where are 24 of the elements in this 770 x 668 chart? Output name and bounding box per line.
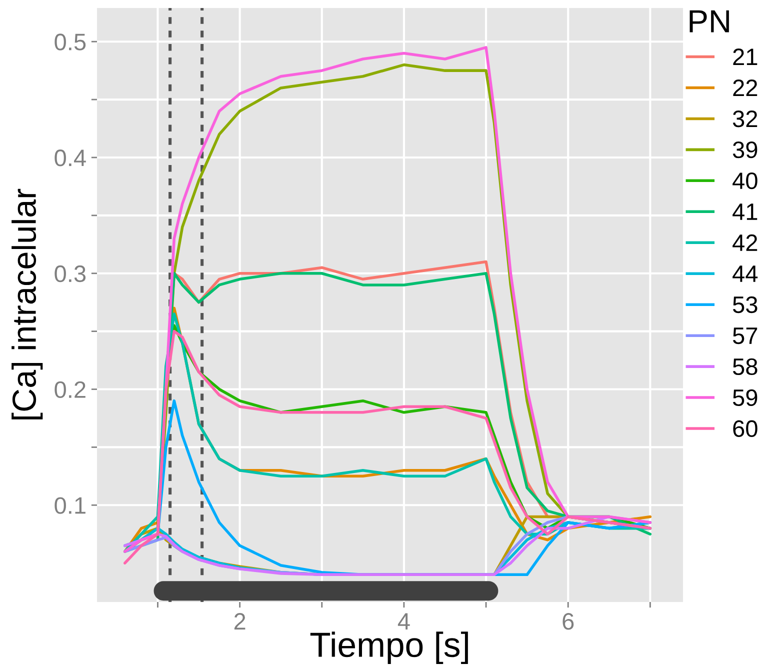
legend-label: 58 bbox=[732, 358, 758, 376]
y-tick-label: 0.1 bbox=[54, 497, 86, 514]
legend-label: 59 bbox=[732, 389, 758, 406]
legend-label: 22 bbox=[733, 80, 758, 96]
legend-title: PN bbox=[690, 10, 729, 32]
x-tick-label: 4 bbox=[398, 613, 410, 630]
legend-label: 41 bbox=[732, 204, 758, 220]
x-tick-label: 6 bbox=[562, 613, 574, 630]
legend-label: 53 bbox=[732, 296, 758, 314]
y-tick-label: 0.2 bbox=[54, 381, 86, 398]
legend-label: 44 bbox=[732, 266, 758, 282]
legend-label: 40 bbox=[732, 172, 758, 190]
legend-label: 57 bbox=[732, 328, 758, 344]
x-axis-title: Tiempo [s] bbox=[310, 632, 468, 664]
legend-label: 60 bbox=[733, 420, 758, 438]
legend-label: 21 bbox=[733, 48, 758, 66]
y-tick-label: 0.3 bbox=[54, 265, 86, 282]
y-axis-title: [Ca] intracelular bbox=[12, 188, 43, 420]
y-tick-label: 0.5 bbox=[54, 34, 86, 50]
legend-label: 42 bbox=[732, 234, 758, 251]
x-tick-label: 2 bbox=[234, 613, 246, 630]
y-tick-label: 0.4 bbox=[54, 150, 86, 166]
legend-label: 39 bbox=[732, 141, 758, 158]
legend-label: 32 bbox=[732, 110, 758, 128]
